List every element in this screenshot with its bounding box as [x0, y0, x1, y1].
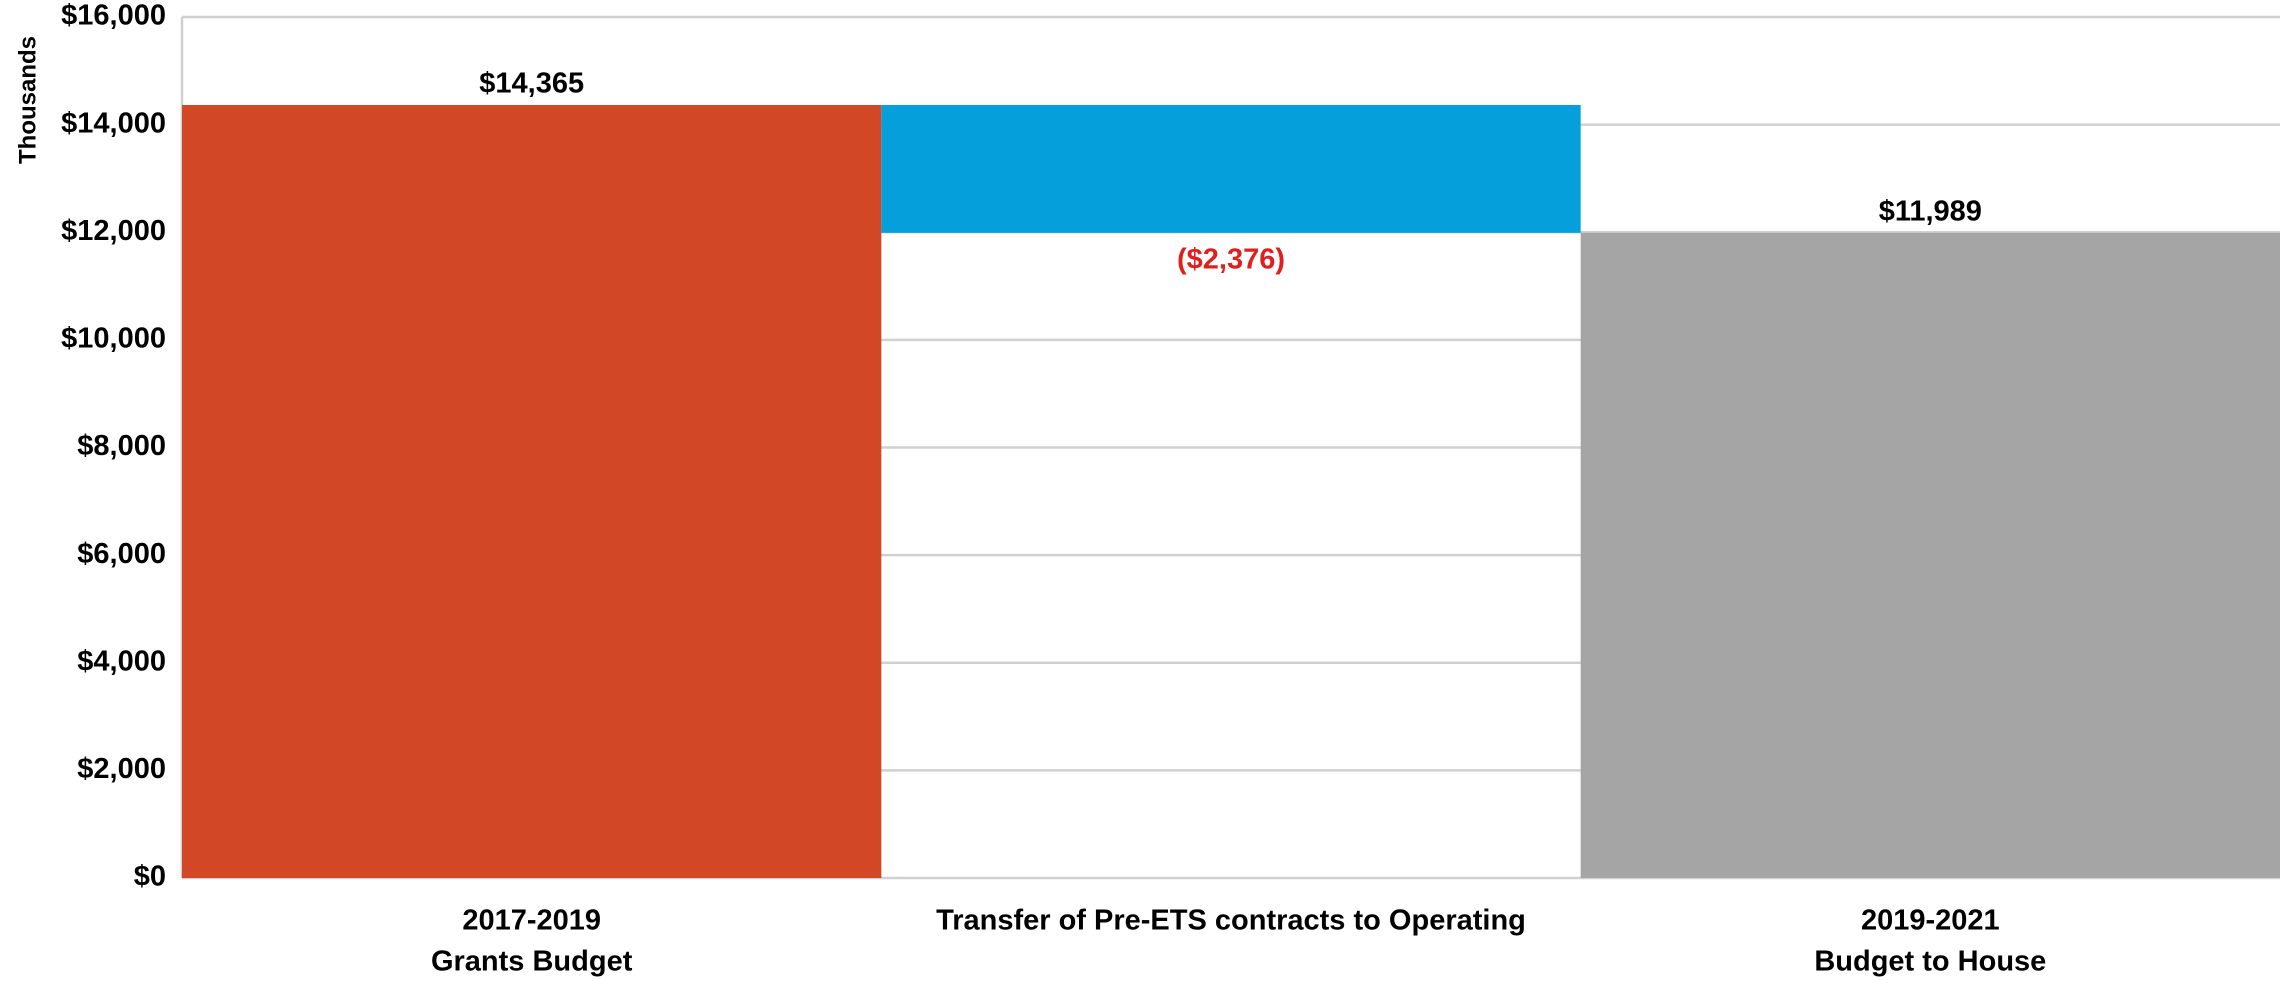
x-tick-label: 2019-2021 — [1861, 905, 2000, 937]
x-tick-label: Grants Budget — [431, 946, 633, 978]
y-tick-label: $0 — [134, 861, 166, 893]
y-tick-label: $6,000 — [77, 538, 166, 570]
y-tick-label: $12,000 — [61, 215, 166, 247]
y-axis-label: Thousands — [14, 36, 41, 164]
y-tick-label: $16,000 — [61, 0, 166, 32]
x-tick-label: 2017-2019 — [462, 905, 601, 937]
y-tick-label: $4,000 — [77, 645, 166, 677]
x-tick-label: Transfer of Pre-ETS contracts to Operati… — [936, 905, 1526, 937]
bar — [1580, 232, 2280, 879]
y-tick-label: $2,000 — [77, 753, 166, 785]
value-label: $11,989 — [1879, 195, 1982, 227]
value-label: $14,365 — [479, 68, 584, 100]
bar — [182, 104, 882, 878]
y-tick-label: $8,000 — [77, 430, 166, 462]
value-label: ($2,376) — [1177, 243, 1285, 275]
bar — [881, 104, 1581, 233]
y-tick-label: $14,000 — [61, 107, 166, 139]
y-tick-label: $10,000 — [61, 323, 166, 355]
x-tick-label: Budget to House — [1814, 946, 2046, 978]
